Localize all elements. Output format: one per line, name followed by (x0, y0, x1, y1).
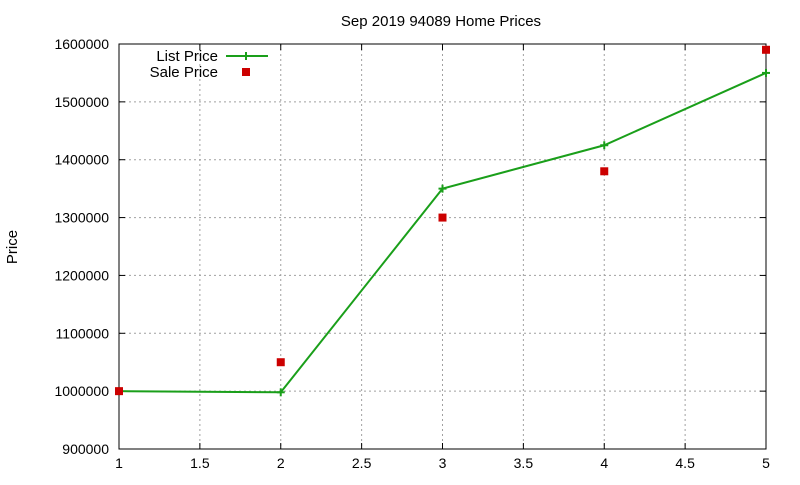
legend-entry: Sale Price (150, 64, 250, 81)
legend-entry: List Price (156, 48, 268, 65)
x-tick-label: 3.5 (514, 455, 534, 471)
data-point (438, 184, 447, 193)
series-list-price (115, 68, 770, 397)
data-point (438, 213, 447, 222)
series-sale-price (115, 45, 770, 396)
y-tick-label: 1200000 (54, 267, 109, 283)
y-axis-label: Price (4, 230, 21, 264)
data-point (600, 167, 609, 176)
x-tick-label: 4.5 (675, 455, 695, 471)
data-point (276, 358, 285, 367)
legend-marker (242, 68, 250, 76)
data-point (276, 388, 285, 397)
axes (118, 43, 767, 450)
data-point (115, 387, 123, 396)
x-tick-label: 3 (439, 455, 447, 471)
y-tick-label: 1600000 (54, 36, 109, 52)
y-tick-label: 1500000 (54, 94, 109, 110)
data-point (762, 45, 770, 54)
data-point (762, 68, 770, 77)
x-tick-label: 1.5 (190, 455, 210, 471)
legend-label: List Price (156, 48, 218, 65)
x-tick-label: 4 (600, 455, 608, 471)
chart-title: Sep 2019 94089 Home Prices (341, 13, 541, 30)
series-line (118, 72, 767, 394)
x-tick-label: 5 (762, 455, 770, 471)
y-tick-label: 900000 (62, 441, 109, 457)
data-point (600, 141, 609, 150)
y-tick-label: 1100000 (56, 325, 110, 341)
x-tick-label: 1 (115, 455, 123, 471)
y-tick-label: 1300000 (54, 210, 109, 226)
y-tick-label: 1400000 (54, 152, 109, 168)
data-series (115, 45, 770, 397)
y-tick-label: 1000000 (54, 383, 109, 399)
legend-label: Sale Price (150, 64, 218, 81)
x-tick-label: 2 (277, 455, 285, 471)
x-tick-label: 2.5 (352, 455, 372, 471)
legend-marker (242, 52, 250, 60)
tick-labels: 1 1.5 2 2.5 3 3.5 4 4.5 5 900000 1000000 1100000 120… (54, 36, 770, 471)
grid-lines (119, 44, 766, 449)
